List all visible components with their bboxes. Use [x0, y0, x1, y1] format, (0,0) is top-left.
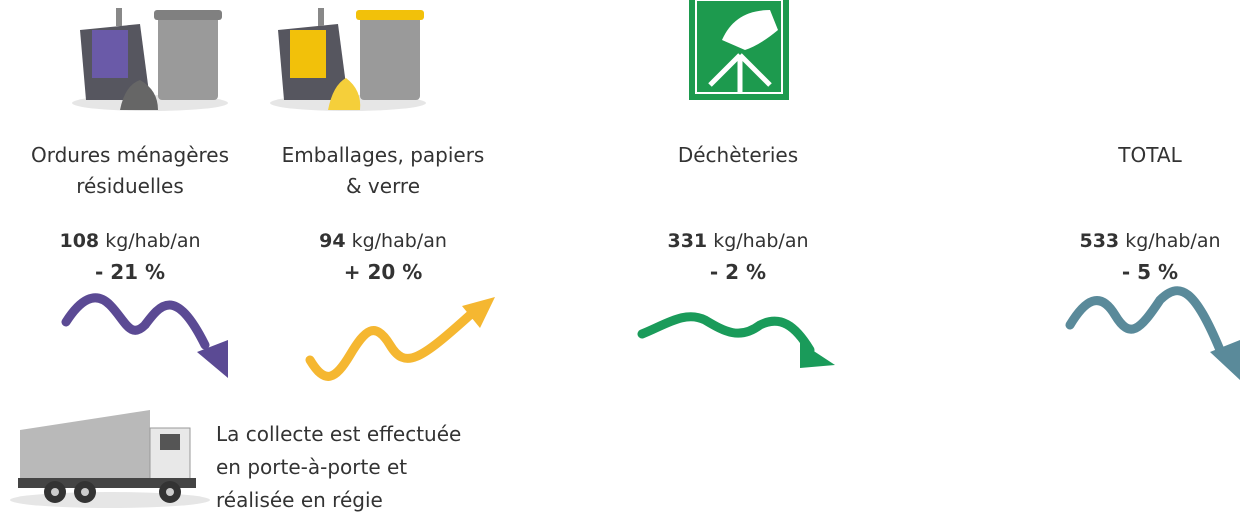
trend-arrow: [642, 317, 810, 350]
change: - 2 %: [608, 257, 868, 287]
truck-icon: [10, 410, 210, 508]
amount-line: 331 kg/hab/an: [608, 225, 868, 257]
amount-line: 533 kg/hab/an: [1020, 225, 1240, 257]
note-line: en porte-à-porte et: [216, 451, 461, 484]
column-label: TOTAL: [1020, 140, 1240, 202]
label-line: Emballages, papiers: [253, 140, 513, 171]
page: Ordures ménagèresrésiduelles 108 kg/hab/…: [0, 0, 1240, 518]
label-line: TOTAL: [1020, 140, 1240, 171]
unit: kg/hab/an: [105, 230, 200, 252]
note: La collecte est effectuée en porte-à-por…: [216, 418, 461, 517]
amount-line: 108 kg/hab/an: [0, 225, 260, 257]
trend-arrow: [66, 298, 205, 345]
dechetterie-icon: [689, 0, 789, 100]
amount: 108: [59, 230, 99, 252]
unit: kg/hab/an: [352, 230, 447, 252]
column: TOTAL 533 kg/hab/an - 5 %: [1020, 140, 1240, 287]
label-line: & verre: [253, 171, 513, 202]
trend-arrow: [1070, 291, 1220, 350]
label-line: Déchèteries: [608, 140, 868, 171]
trend-arrow-head: [800, 342, 835, 368]
label-line: résiduelles: [0, 171, 260, 202]
column: Emballages, papiers& verre 94 kg/hab/an …: [253, 140, 513, 287]
change: + 20 %: [253, 257, 513, 287]
bin-icon: [270, 8, 426, 111]
change: - 5 %: [1020, 257, 1240, 287]
bin-icon: [72, 8, 228, 111]
column-label: Déchèteries: [608, 140, 868, 202]
unit: kg/hab/an: [713, 230, 808, 252]
amount: 94: [319, 230, 345, 252]
column: Déchèteries 331 kg/hab/an - 2 %: [608, 140, 868, 287]
note-line: réalisée en régie: [216, 484, 461, 517]
amount-line: 94 kg/hab/an: [253, 225, 513, 257]
trend-arrow: [310, 315, 470, 376]
column-label: Emballages, papiers& verre: [253, 140, 513, 202]
change: - 21 %: [0, 257, 260, 287]
amount: 331: [667, 230, 707, 252]
amount: 533: [1079, 230, 1119, 252]
label-line: Ordures ménagères: [0, 140, 260, 171]
unit: kg/hab/an: [1125, 230, 1220, 252]
note-line: La collecte est effectuée: [216, 418, 461, 451]
